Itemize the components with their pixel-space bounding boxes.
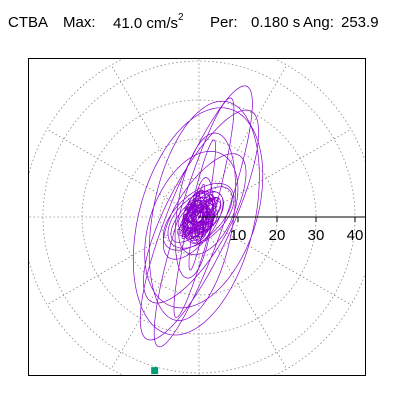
max-amplitude-marker bbox=[151, 367, 159, 375]
grid-spoke bbox=[46, 216, 200, 306]
radial-tick-label: 10 bbox=[230, 227, 247, 244]
radial-tick-label: 40 bbox=[347, 227, 364, 244]
radial-tick-label: 20 bbox=[269, 227, 286, 244]
grid-spoke bbox=[198, 216, 288, 370]
angle-label: Ang: bbox=[303, 14, 334, 31]
grid-spoke bbox=[46, 128, 200, 218]
max-value-exponent: 2 bbox=[178, 12, 184, 23]
period-label: Per: bbox=[210, 14, 238, 31]
max-label: Max: bbox=[63, 14, 96, 31]
chart-header: CTBA Max: 41.0 cm/s2 Per: 0.180 s Ang: 2… bbox=[0, 12, 400, 38]
hodogram-trace bbox=[132, 85, 264, 348]
polar-hodogram-chart: 10 20 30 40 bbox=[29, 59, 365, 375]
plot-area: 10 20 30 40 bbox=[28, 58, 366, 376]
period-value: 0.180 s bbox=[251, 14, 301, 31]
station-name: CTBA bbox=[8, 14, 49, 31]
max-value-text: 41.0 cm/s bbox=[113, 15, 179, 32]
radial-tick-label: 30 bbox=[308, 227, 325, 244]
angle-value: 253.9 bbox=[341, 14, 379, 31]
grid-spoke bbox=[198, 128, 352, 218]
grid-spoke bbox=[110, 216, 200, 370]
grid-spoke bbox=[198, 216, 352, 306]
max-value: 41.0 cm/s2 bbox=[113, 12, 184, 32]
